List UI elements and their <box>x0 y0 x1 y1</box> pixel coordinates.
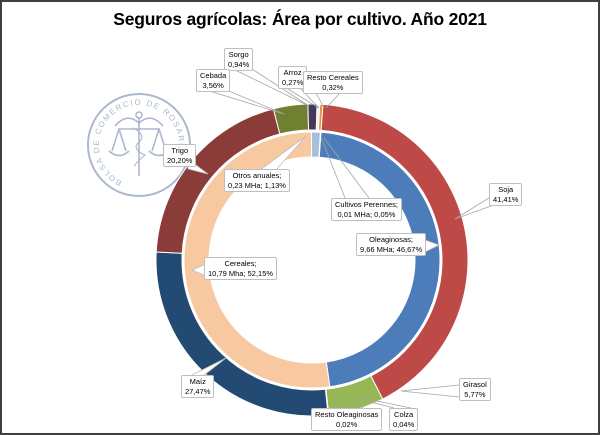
callout-soja: Soja 41,41% <box>489 183 523 206</box>
callout-value: 10,79 Mha; 52,15% <box>208 268 274 278</box>
callout-girasol: Girasol 5,77% <box>459 378 491 401</box>
callout-value: 0,01 MHa; 0,05% <box>337 209 396 219</box>
slice-resto-cereales <box>317 103 324 131</box>
callout-label: Resto Oleaginosas <box>315 410 379 419</box>
callout-label: Trigo <box>171 146 189 155</box>
callout-trigo: Trigo 20,20% <box>163 144 197 167</box>
callout-value: 3,56% <box>202 80 224 90</box>
leader-line-colza <box>358 398 395 409</box>
callout-value: 0,23 MHa; 1,13% <box>228 180 286 190</box>
callout-cebada: Cebada 3,56% <box>196 69 231 92</box>
callout-cereales: Cereales; 10,79 Mha; 52,15% <box>204 257 278 280</box>
callout-label: Girasol <box>463 380 487 389</box>
slice-cultivos-perennes <box>318 131 322 158</box>
leader-line-cultivos-perennes <box>323 137 370 199</box>
leader-line-girasol <box>400 390 460 398</box>
callout-label: Cereales; <box>224 259 257 268</box>
leader-line-arroz <box>282 85 320 109</box>
leader-line-soja <box>454 197 490 220</box>
leader-line-cultivos-perennes <box>320 136 346 199</box>
callout-value: 0,02% <box>336 419 358 429</box>
leader-line-resto-oleaginosas <box>353 400 364 409</box>
callout-label: Cultivos Perennes; <box>335 200 398 209</box>
callout-oleaginosas: Oleaginosas; 9,66 MHa; 46,67% <box>356 233 427 256</box>
chart-title: Seguros agrícolas: Área por cultivo. Año… <box>113 9 487 29</box>
leader-line-cebada <box>202 88 285 115</box>
leader-line-girasol <box>400 384 460 392</box>
callout-value: 0,04% <box>393 419 415 429</box>
leader-line-arroz <box>297 85 320 109</box>
callout-value: 9,66 MHa; 46,67% <box>360 244 423 254</box>
callout-resto-oleaginosas: Resto Oleaginosas 0,02% <box>311 408 383 431</box>
callout-label: Resto Cereales <box>307 73 359 82</box>
callout-maiz: Maíz 27,47% <box>181 375 215 398</box>
callout-value: 5,77% <box>464 389 486 399</box>
callout-label: Otros anuales; <box>232 171 282 180</box>
slice-cereales <box>183 131 331 389</box>
callout-label: Soja <box>498 185 514 194</box>
callout-value: 27,47% <box>185 386 211 396</box>
donut-slices <box>155 103 469 417</box>
callout-sorgo: Sorgo 0,94% <box>224 48 254 71</box>
callout-value: 41,41% <box>493 194 519 204</box>
callout-arroz: Arroz 0,27% <box>278 66 308 89</box>
leader-line-colza <box>361 397 412 409</box>
callout-label: Sorgo <box>228 50 249 59</box>
callout-cultivos-perennes: Cultivos Perennes; 0,01 MHa; 0,05% <box>331 198 402 221</box>
leader-line-sorgo <box>228 66 310 107</box>
callout-value: 0,27% <box>282 77 304 87</box>
leader-lines <box>187 66 500 409</box>
callout-label: Colza <box>394 410 414 419</box>
callout-colza: Colza 0,04% <box>389 408 419 431</box>
callout-label: Arroz <box>283 68 302 77</box>
leader-line-resto-oleaginosas <box>332 401 350 409</box>
callout-label: Cebada <box>200 71 227 80</box>
callout-value: 0,94% <box>228 59 250 69</box>
callout-resto-cereales: Resto Cereales 0,32% <box>303 71 363 94</box>
leader-line-cebada <box>223 88 285 115</box>
callout-value: 20,20% <box>167 155 193 165</box>
callout-label: Oleaginosas; <box>369 235 413 244</box>
callout-label: Maíz <box>189 377 206 386</box>
callout-value: 0,32% <box>322 82 344 92</box>
callout-otros-anuales: Otros anuales; 0,23 MHa; 1,13% <box>224 169 290 192</box>
